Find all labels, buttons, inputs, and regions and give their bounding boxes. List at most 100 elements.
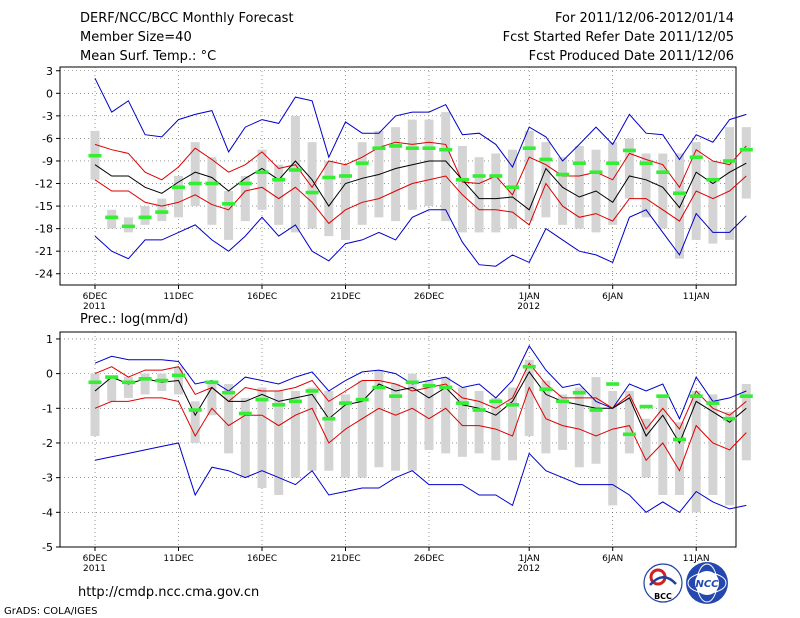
y-tick-label: -18: [35, 223, 53, 236]
produced-date: Fcst Produced Date 2011/12/06: [529, 49, 734, 64]
footer-block: http://cmdp.ncc.cma.gov.cn GrADS: COLA/I…: [4, 562, 728, 617]
y-tick-label: -4: [42, 506, 53, 519]
member-box: [207, 380, 217, 416]
median-marker: [405, 380, 419, 385]
median-marker: [205, 181, 219, 186]
median-marker: [322, 416, 336, 421]
y-tick-label: -3: [42, 472, 53, 485]
member-box: [508, 387, 517, 461]
median-marker: [155, 378, 169, 383]
median-marker: [272, 177, 286, 182]
top-variable-label: Mean Surf. Temp.: °C: [80, 49, 216, 64]
member-box: [441, 377, 451, 454]
y-tick-label: -21: [35, 245, 53, 258]
median-marker: [288, 399, 302, 404]
series-lower: [94, 386, 747, 472]
member-box: [107, 209, 117, 229]
series-upper: [94, 141, 747, 196]
series-ensemble-mean: [94, 370, 747, 445]
plot-frame: [59, 331, 737, 548]
median-marker: [639, 161, 653, 166]
median-marker: [539, 157, 553, 162]
y-tick-label: -9: [42, 155, 53, 168]
member-box: [157, 198, 167, 222]
x-tick-label: 21DEC: [330, 292, 360, 302]
median-marker: [472, 174, 486, 178]
member-box: [624, 390, 634, 454]
median-marker: [355, 397, 369, 402]
median-marker: [556, 172, 570, 177]
member-box: [140, 206, 150, 225]
median-marker: [673, 191, 686, 196]
member-box: [391, 384, 401, 471]
y-tick-label: 0: [46, 87, 53, 100]
member-box: [123, 377, 133, 398]
median-marker: [305, 190, 319, 195]
member-box: [624, 138, 634, 199]
started-refer-date: Fcst Started Refer Date 2011/12/05: [503, 30, 734, 45]
median-marker: [405, 146, 419, 150]
bottom-variable-label: Prec.: log(mm/d): [80, 312, 188, 327]
x-tick-label: 11DEC: [163, 292, 193, 302]
member-box: [341, 164, 350, 240]
member-box: [274, 164, 284, 225]
median-marker: [339, 401, 352, 405]
median-marker: [522, 364, 536, 369]
y-tick-label: -3: [42, 110, 53, 123]
median-marker: [138, 215, 152, 220]
member-box: [491, 153, 501, 233]
median-marker: [622, 148, 636, 153]
median-marker: [422, 383, 436, 388]
member-box: [641, 418, 651, 478]
median-marker: [639, 404, 653, 409]
member-box: [741, 384, 751, 461]
member-box: [675, 153, 684, 259]
median-marker: [288, 168, 302, 172]
member-box: [541, 142, 551, 218]
x-tick-label: 6JAN: [602, 554, 623, 564]
median-marker: [606, 382, 620, 386]
ncc-logo: NCC: [686, 562, 728, 604]
bcc-logo-text: BCC: [654, 592, 672, 601]
x-tick-year: 2011: [83, 564, 106, 574]
x-tick-label: 16DEC: [247, 554, 277, 564]
member-box: [174, 176, 183, 218]
member-box: [541, 380, 551, 454]
member-box: [190, 142, 200, 207]
y-tick-label: 3: [46, 65, 53, 78]
y-tick-label: -12: [35, 178, 53, 191]
member-box: [591, 377, 601, 464]
median-marker: [172, 373, 185, 378]
source-url[interactable]: http://cmdp.ncc.cma.gov.cn: [78, 585, 259, 600]
y-tick-label: -2: [42, 437, 53, 450]
median-marker: [455, 401, 469, 405]
x-tick-label: 6DEC: [83, 292, 108, 302]
median-marker: [656, 394, 670, 398]
x-tick-label: 21DEC: [330, 554, 360, 564]
member-box: [558, 157, 568, 225]
median-marker: [222, 202, 236, 206]
member-box: [224, 384, 234, 454]
member-box: [574, 145, 584, 229]
member-box: [424, 119, 434, 207]
median-marker: [589, 408, 603, 412]
member-size: Member Size=40: [80, 30, 192, 45]
median-marker: [506, 403, 519, 407]
member-box: [524, 130, 534, 222]
median-marker: [188, 408, 202, 412]
y-tick-label: 1: [46, 333, 53, 346]
series-lower: [94, 175, 747, 226]
y-tick-label: -15: [35, 200, 53, 213]
member-box: [290, 115, 300, 233]
x-tick-label: 1JAN: [519, 554, 540, 564]
member-box: [608, 142, 618, 225]
member-box: [240, 397, 250, 478]
median-marker: [706, 177, 720, 182]
median-marker: [572, 161, 586, 166]
member-box: [257, 387, 267, 489]
member-box: [558, 394, 568, 450]
median-marker: [155, 210, 169, 214]
median-marker: [188, 181, 202, 186]
